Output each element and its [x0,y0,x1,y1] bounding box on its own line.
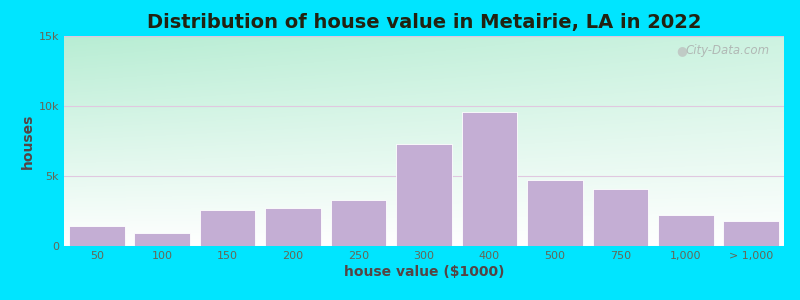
Title: Distribution of house value in Metairie, LA in 2022: Distribution of house value in Metairie,… [146,13,702,32]
Bar [69,226,125,246]
Bar [266,208,321,246]
Text: City-Data.com: City-Data.com [686,44,770,57]
Y-axis label: houses: houses [21,113,34,169]
Bar [593,189,648,246]
Bar [462,112,518,246]
Bar [527,180,582,246]
Text: ●: ● [676,44,686,57]
X-axis label: house value ($1000): house value ($1000) [344,265,504,279]
Bar [200,210,255,246]
Bar [330,200,386,246]
Bar [658,215,714,246]
Bar [723,221,779,246]
Bar [134,233,190,246]
Bar [396,144,452,246]
